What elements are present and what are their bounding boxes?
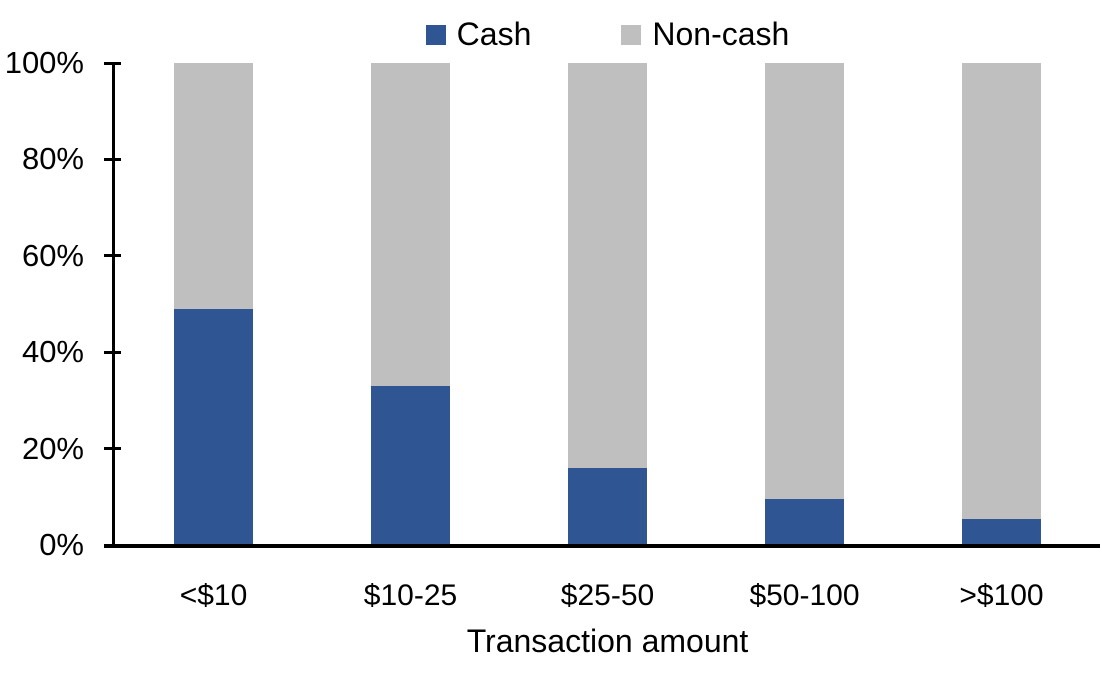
legend-swatch-cash-icon — [425, 25, 446, 45]
y-tick-label: 40% — [21, 334, 84, 370]
bar-segment-cash — [371, 385, 450, 545]
bar-group — [371, 63, 450, 545]
y-tick-label: 60% — [21, 237, 84, 273]
legend-item-cash: Cash — [425, 14, 532, 54]
bar-segment-non-cash — [568, 63, 647, 468]
bar-segment-cash — [568, 467, 647, 545]
legend-label-cash: Cash — [456, 16, 532, 52]
x-axis-line — [104, 544, 1100, 548]
legend-item-noncash: Non-cash — [621, 14, 789, 54]
y-axis-line — [112, 63, 115, 547]
legend-swatch-noncash-icon — [621, 25, 642, 45]
x-tick-label: $25-50 — [560, 579, 655, 612]
y-tick-label: 0% — [39, 527, 84, 562]
bar-segment-non-cash — [371, 63, 450, 386]
bar-segment-non-cash — [962, 63, 1041, 519]
bar-group — [568, 63, 647, 545]
bar-segment-non-cash — [174, 63, 253, 309]
x-tick-label: $10-25 — [363, 579, 458, 612]
legend-label-noncash: Non-cash — [652, 16, 790, 52]
bar-segment-cash — [962, 518, 1041, 545]
bar-group — [962, 63, 1041, 545]
x-tick-label: >$100 — [959, 579, 1044, 612]
bar-group — [174, 63, 253, 545]
x-tick-label: $50-100 — [749, 579, 860, 612]
x-axis-title: Transaction amount — [466, 623, 749, 659]
x-tick-label: <$10 — [179, 579, 248, 612]
bar-group — [765, 63, 844, 545]
y-tick-label: 20% — [21, 430, 84, 466]
bar-segment-cash — [174, 308, 253, 545]
plot-area — [104, 61, 1100, 547]
y-tick-label: 100% — [4, 45, 84, 80]
bar-segment-non-cash — [765, 63, 844, 500]
legend: Cash Non-cash — [115, 12, 1100, 56]
bar-segment-cash — [765, 499, 844, 545]
y-tick-label: 80% — [21, 141, 84, 177]
